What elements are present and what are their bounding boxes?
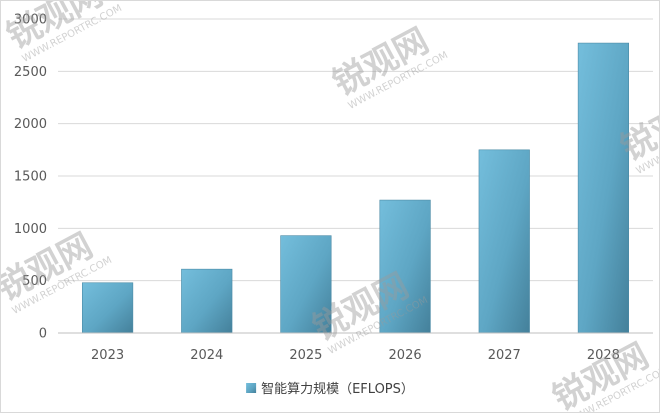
x-tick-label: 2027	[488, 348, 521, 363]
bar-2024	[181, 268, 233, 334]
y-tick-label: 0	[39, 327, 47, 342]
y-tick-label: 1000	[14, 222, 47, 237]
x-tick-label: 2023	[91, 348, 124, 363]
bar-2027	[478, 149, 530, 334]
x-tick-label: 2025	[289, 348, 322, 363]
bar-2026	[379, 199, 431, 334]
y-tick-label: 1500	[14, 170, 47, 185]
y-axis-ticks: 0 500 1000 1500 2000 2500 3000	[14, 13, 47, 342]
x-tick-label: 2024	[190, 348, 223, 363]
legend-label: 智能算力规模（EFLOPS）	[261, 382, 414, 397]
y-tick-label: 500	[22, 274, 47, 289]
x-axis-ticks: 2023 2024 2025 2026 2027 2028	[91, 348, 620, 363]
y-tick-label: 2000	[14, 117, 47, 132]
bar-2023	[81, 282, 134, 334]
legend-swatch	[246, 383, 257, 393]
y-tick-label: 2500	[14, 65, 47, 80]
y-tick-label: 3000	[14, 13, 47, 28]
bars	[81, 42, 630, 334]
bar-2028	[577, 42, 630, 334]
x-tick-label: 2028	[587, 348, 620, 363]
x-tick-label: 2026	[389, 348, 422, 363]
legend: 智能算力规模（EFLOPS）	[246, 382, 414, 397]
bar-2025	[280, 235, 332, 334]
gridlines	[58, 18, 653, 282]
